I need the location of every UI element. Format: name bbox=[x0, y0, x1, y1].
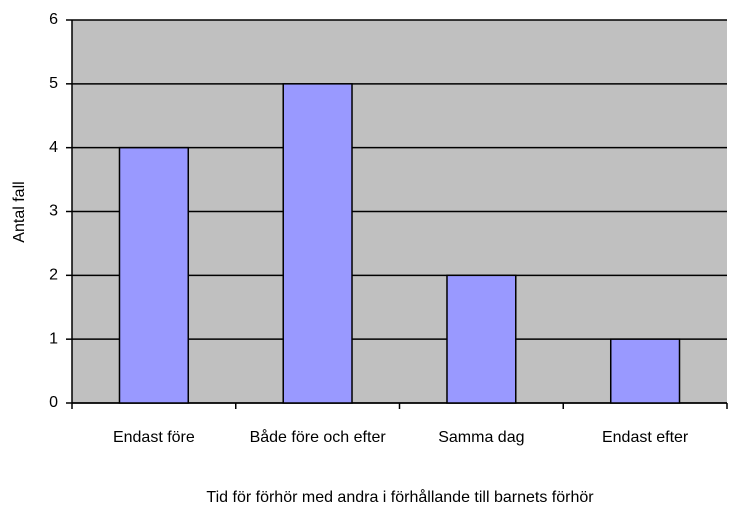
y-axis-label: Antal fall bbox=[11, 181, 28, 242]
x-tick-label: Endast efter bbox=[601, 429, 689, 446]
y-tick-label: 5 bbox=[49, 75, 58, 92]
y-tick-label: 0 bbox=[49, 394, 58, 411]
y-tick-label: 1 bbox=[49, 330, 58, 347]
bar bbox=[282, 83, 353, 404]
x-axis-label: Tid för förhör med andra i förhållande t… bbox=[206, 488, 594, 506]
bar bbox=[118, 146, 190, 404]
bar bbox=[446, 274, 517, 404]
y-tick-label: 6 bbox=[49, 11, 58, 28]
y-tick-label: 4 bbox=[49, 139, 58, 156]
x-tick-label: Samma dag bbox=[438, 429, 525, 446]
x-tick-label: Endast före bbox=[112, 429, 195, 446]
bar bbox=[609, 338, 681, 404]
y-tick-label: 3 bbox=[49, 203, 58, 220]
x-tick-label: Både före och efter bbox=[249, 429, 386, 446]
y-tick-label: 2 bbox=[49, 267, 58, 284]
